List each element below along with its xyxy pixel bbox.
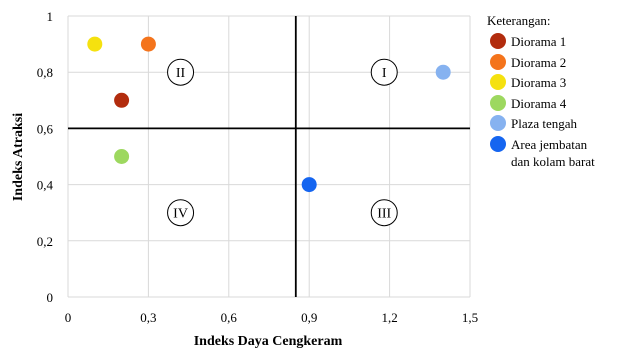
x-tick-label: 0 (65, 310, 72, 325)
data-point (301, 177, 317, 193)
legend-marker (490, 94, 506, 111)
legend-items: Diorama 1 Diorama 2 Diorama 3 Diorama 4 Plaz… (487, 33, 595, 170)
quadrant-label: I (382, 66, 387, 81)
legend-label: Area jembatan dan kolam barat (511, 136, 595, 169)
legend-title: Keterangan: (487, 13, 551, 28)
y-tick-label: 0,4 (37, 178, 54, 193)
quadrant-label: IV (173, 207, 188, 222)
y-tick-label: 0 (47, 290, 54, 305)
legend-item: Diorama 3 (487, 74, 595, 91)
quadrant-label-circle (167, 199, 195, 227)
legend-marker (490, 53, 506, 70)
quadrant-label: II (176, 66, 186, 81)
data-point (87, 36, 103, 52)
quadrant-label-circle (370, 58, 398, 86)
legend-label: Diorama 4 (511, 95, 567, 111)
legend-item: Area jembatan dan kolam barat (487, 135, 595, 170)
legend-marker (490, 74, 506, 90)
data-point (435, 64, 451, 80)
x-tick-label: 0,3 (140, 310, 156, 325)
quadrant-label-circle (370, 199, 398, 227)
x-axis-label: Indeks Daya Cengkeram (194, 334, 343, 349)
data-point (114, 92, 130, 108)
x-tick-label: 1,2 (381, 310, 397, 325)
tick-labels: 0 0,3 0,6 0,9 1,2 1,5 0 0,2 0,4 0,6 0,8 1 (37, 9, 478, 325)
y-tick-label: 1 (47, 9, 54, 24)
legend-item: Diorama 2 (487, 53, 595, 71)
legend-label: Plaza tengah (511, 116, 578, 131)
data-points (87, 36, 451, 193)
x-tick-label: 0,9 (301, 310, 317, 325)
quadrant-label-circle (167, 58, 195, 86)
data-point (140, 36, 156, 52)
quadrant-label: III (377, 207, 391, 222)
legend-item: Plaza tengah (487, 115, 595, 132)
data-point (114, 149, 130, 164)
legend-label: Diorama 2 (511, 54, 567, 70)
legend-item: Diorama 4 (487, 94, 595, 112)
y-tick-label: 0,6 (37, 121, 54, 136)
x-tick-label: 0,6 (221, 310, 238, 325)
legend-label: Diorama 3 (511, 75, 567, 90)
y-axis-label: Indeks Atraksi (11, 113, 26, 201)
quadrant-lines (68, 16, 470, 297)
y-tick-label: 0,2 (37, 234, 53, 249)
legend-label: Diorama 1 (511, 34, 567, 49)
legend-marker (490, 33, 506, 49)
legend-marker (490, 135, 506, 152)
legend-marker (490, 115, 506, 131)
legend-item: Diorama 1 (487, 33, 595, 50)
y-tick-label: 0,8 (37, 65, 53, 80)
x-tick-label: 1,5 (462, 310, 478, 325)
